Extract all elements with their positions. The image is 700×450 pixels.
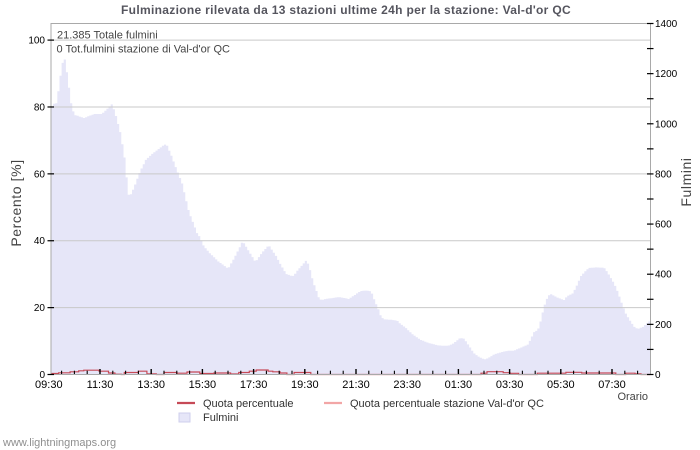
total-strikes-annotation: 21.385 Totale fulmini [57,30,158,42]
y-right-axis-ticks [647,22,654,376]
x-tick-label: 15:30 [189,379,217,391]
y-right-tick-label: 600 [655,220,672,231]
station-strikes-annotation: 0 Tot.fulmini stazione di Val-d'or QC [57,44,231,56]
legend-item-quota: Quota percentuale [177,398,294,410]
x-tick-label: 17:30 [240,379,268,391]
plot-area [47,22,654,376]
x-tick-label: 23:30 [393,379,421,391]
y-left-axis-ticks [47,39,54,376]
y-left-tick-label: 40 [34,236,46,247]
chart-title: Fulminazione rilevata da 13 stazioni ult… [121,3,571,17]
y-right-tick-label: 800 [655,169,672,180]
legend-item-station-quota-label: Quota percentuale stazione Val-d'or QC [350,398,544,410]
fulmini-area-series [50,59,651,375]
legend-item-fulmini: Fulmini [178,412,238,424]
x-tick-label: 09:30 [35,379,63,391]
x-tick-label: 07:30 [598,379,626,391]
y-right-tick-label: 400 [655,270,672,281]
chart-legend: Quota percentuale Quota percentuale stazi… [177,398,544,424]
y-right-tick-labels: 0 200 400 600 800 1000 1200 1400 [655,19,678,381]
x-tick-label: 19:30 [291,379,319,391]
x-tick-label: 05:30 [547,379,575,391]
y-left-tick-label: 60 [34,169,46,180]
x-tick-label: 03:30 [496,379,524,391]
quota-percent-path [50,369,651,376]
y-left-tick-label: 80 [34,102,46,113]
x-axis-tick-labels: 09:30 11:30 13:30 15:30 17:30 19:30 21:30 23:30… [35,379,626,391]
y-right-tick-label: 1400 [655,19,678,30]
y-left-tick-label: 20 [34,303,46,314]
x-tick-label: 11:30 [87,379,114,391]
y-right-tick-label: 200 [655,320,672,331]
y-left-axis-title: Percento [%] [8,159,24,246]
y-right-tick-label: 0 [655,370,661,381]
watermark: www.lightningmaps.org [2,437,116,449]
y-left-tick-label: 100 [28,36,45,47]
x-tick-label: 21:30 [342,379,370,391]
fulmini-area-path [50,59,651,375]
legend-item-fulmini-label: Fulmini [203,412,238,424]
y-right-axis-title: Fulmini [678,157,694,206]
legend-item-fulmini-marker [178,412,191,423]
y-left-tick-label: 0 [39,370,45,381]
x-tick-label: 01:30 [445,379,473,391]
x-axis-ticks [61,369,639,374]
legend-item-quota-label: Quota percentuale [203,398,294,410]
legend-item-station-quota: Quota percentuale stazione Val-d'or QC [324,398,544,410]
gridlines [51,39,651,309]
y-right-tick-label: 1200 [655,69,678,80]
x-tick-label: 13:30 [137,379,165,391]
y-left-tick-labels: 0 20 40 60 80 100 [28,36,45,381]
x-axis-title: Orario [617,391,648,403]
quota-percent-line-series [50,369,651,376]
y-right-tick-label: 1000 [655,119,678,130]
